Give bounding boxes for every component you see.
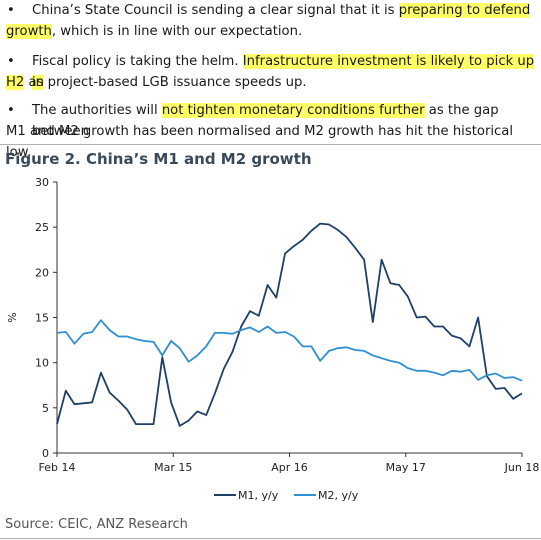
y-tick-label: 0 [42,447,49,460]
x-tick-label: May 17 [386,461,426,474]
y-tick-label: 20 [35,266,49,279]
bullet-3-line2: M1 and M2 growth has been normalised and… [6,121,535,163]
source-note: Source: CEIC, ANZ Research [5,517,188,532]
highlighted-text: H2 [6,75,25,90]
bullet-text: , which is in line with our expectation. [51,24,303,39]
section-divider [0,144,541,145]
bullet-dot: • [7,103,15,118]
bullet-text: Fiscal policy is taking the helm. [32,54,243,69]
figure-title: Figure 2. China’s M1 and M2 growth [5,150,312,168]
series-line-m2 [56,319,523,382]
bullet-3-line1: The authorities will not tighten monetar… [32,100,535,142]
legend-label-m2: M2, y/y [318,489,359,502]
y-tick-label: 5 [42,402,49,415]
bullet-2-line2: H2 as project-based LGB issuance speeds … [6,72,535,93]
bullet-text: as project-based LGB issuance speeds up. [24,75,307,90]
highlighted-text: not tighten monetary conditions further [161,103,425,118]
highlighted-text: growth [6,24,52,39]
y-axis-label: % [6,312,19,322]
y-tick-label: 25 [35,221,49,234]
bullet-text: China’s State Council is sending a clear… [32,3,399,18]
bullet-2-line1: Fiscal policy is taking the helm. Infras… [32,51,535,93]
bullet-dot: • [7,54,15,69]
y-tick-label: 15 [35,312,49,325]
y-tick-label: 10 [35,357,49,370]
x-tick-label: Apr 16 [271,461,308,474]
x-tick-label: Mar 15 [154,461,192,474]
x-tick-label: Feb 14 [39,461,76,474]
bullet-dot: • [7,3,15,18]
bullet-text: as the gap between [32,103,499,139]
series-line-m1 [56,222,523,427]
bullet-1-line2: growth, which is in line with our expect… [6,21,535,42]
highlighted-text: preparing to defend [398,3,531,18]
x-tick-label: Jun 18 [504,461,540,474]
bottom-divider [0,538,541,539]
y-tick-label: 30 [35,176,49,189]
bullet-text: M1 and M2 growth has been normalised and… [6,124,514,160]
bullet-text: The authorities will [32,103,162,118]
bullet-1-line1: China’s State Council is sending a clear… [32,0,535,21]
legend-label-m1: M1, y/y [238,489,279,502]
m1-m2-line-chart: 0 5 10 15 20 25 30 Feb 14 Mar 15 Apr 16 May 17 Jun … [6,176,540,502]
